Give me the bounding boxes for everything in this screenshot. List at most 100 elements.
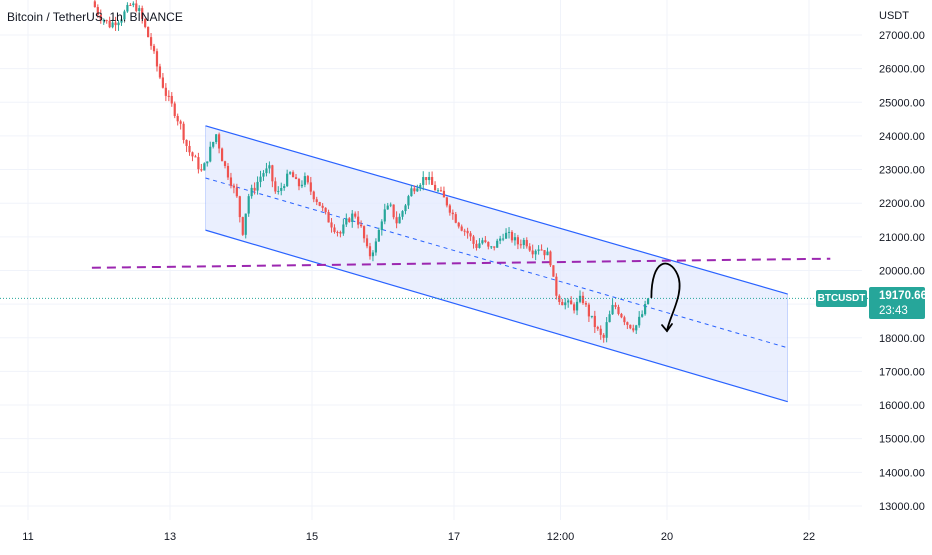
candle-body: [149, 37, 153, 46]
candle-body: [206, 161, 209, 164]
candle: [644, 300, 647, 316]
candle-body: [262, 173, 265, 177]
candle-body: [507, 231, 511, 233]
candle: [519, 239, 522, 249]
support-dashed-line[interactable]: [91, 257, 831, 269]
candle-body: [191, 152, 194, 157]
candle: [161, 72, 164, 89]
candle-body: [167, 95, 170, 97]
arrowhead: [661, 323, 673, 333]
candle: [232, 183, 235, 194]
candle-body: [641, 314, 644, 317]
candle-body: [306, 176, 309, 183]
candle: [371, 250, 375, 262]
candle-body: [499, 238, 502, 241]
candle: [149, 32, 153, 50]
candle-body: [152, 45, 156, 52]
candle-body: [546, 251, 549, 256]
candle: [126, 2, 129, 13]
candle-body: [336, 231, 339, 233]
candle: [451, 209, 454, 220]
candle-body: [490, 246, 493, 248]
candle: [516, 234, 519, 250]
chart-title[interactable]: Bitcoin / TetherUS, 1h, BINANCE: [7, 10, 183, 24]
candle-body: [392, 204, 395, 218]
candle-body: [386, 205, 389, 210]
candle: [182, 121, 185, 144]
candle-body: [599, 328, 602, 335]
candle: [312, 190, 315, 203]
candle: [416, 184, 419, 192]
candle: [286, 169, 289, 188]
candle: [635, 324, 638, 335]
candle: [138, 5, 141, 13]
support-line[interactable]: [91, 257, 831, 269]
y-tick-label: 26000.00: [879, 64, 925, 76]
y-tick-label: 24000.00: [879, 131, 925, 143]
candle-body: [522, 239, 525, 246]
candle: [555, 273, 558, 300]
candle-body: [114, 22, 117, 26]
candle: [283, 183, 286, 191]
candle: [111, 19, 114, 29]
candle-body: [422, 177, 425, 185]
candle: [191, 151, 194, 162]
candle: [197, 152, 200, 174]
candle: [575, 298, 579, 316]
candle-body: [102, 20, 105, 22]
candle-body: [271, 165, 274, 182]
candle-body: [451, 212, 454, 215]
candle-body: [534, 250, 537, 255]
arrow-curve[interactable]: [650, 262, 681, 332]
candles: [93, 0, 650, 343]
candle: [129, 2, 132, 6]
channel-upper-line[interactable]: [205, 125, 788, 295]
candle: [351, 210, 354, 228]
candle-body: [401, 211, 404, 217]
candle-body: [587, 304, 590, 317]
candle-body: [632, 328, 635, 331]
time-axis[interactable]: 11 13 15 17 12:00 20 22: [22, 531, 815, 543]
candle: [342, 218, 345, 236]
channel-fill: [205, 125, 788, 402]
channel-lower-line[interactable]: [205, 229, 788, 403]
candle: [546, 247, 549, 256]
candle-body: [584, 303, 588, 305]
candle-body: [383, 209, 386, 222]
projection-arrow[interactable]: [650, 262, 681, 333]
channel-median-line[interactable]: [205, 177, 788, 349]
candle-body: [362, 226, 366, 239]
candle-body: [448, 205, 451, 213]
descending-channel[interactable]: [205, 125, 789, 403]
candle-body: [333, 227, 336, 232]
candle-body: [135, 3, 138, 11]
candle: [203, 162, 206, 171]
candle-body: [573, 304, 576, 311]
candle-body: [170, 95, 173, 104]
price-axis[interactable]: USDT 13000.00 14000.00 15000.00 16000.00 1700…: [879, 10, 925, 513]
candle-body: [96, 7, 99, 15]
candle: [147, 26, 150, 38]
candle-body: [259, 176, 262, 182]
candle: [132, 1, 135, 8]
candle: [401, 210, 404, 220]
candle-body: [428, 177, 431, 181]
candle: [247, 193, 250, 217]
x-tick-label: 20: [661, 531, 673, 543]
candle: [209, 141, 212, 163]
candle-body: [244, 213, 247, 235]
candle-body: [129, 4, 132, 6]
candle-body: [463, 230, 466, 232]
candle-body: [93, 1, 96, 8]
candle-body: [141, 8, 144, 19]
candle: [617, 304, 620, 316]
candle-body: [105, 20, 108, 22]
candle: [114, 16, 117, 31]
candle-body: [593, 315, 596, 328]
candle: [300, 180, 304, 189]
candle-body: [203, 163, 206, 171]
candle: [265, 162, 268, 177]
candle-body: [410, 188, 413, 197]
candle: [93, 0, 96, 8]
